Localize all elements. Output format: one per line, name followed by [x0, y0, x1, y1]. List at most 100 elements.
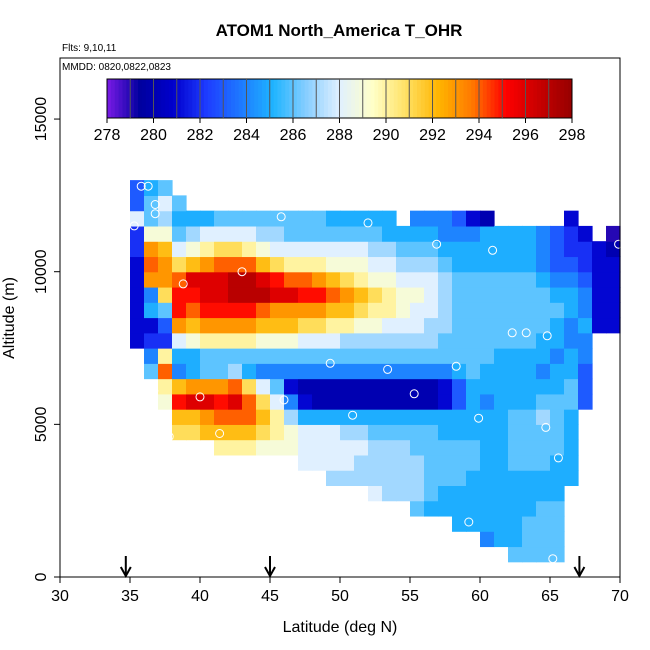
heatmap-cell [536, 256, 551, 273]
heatmap-cell [284, 363, 299, 380]
heatmap-cell [578, 378, 593, 395]
heatmap-cell [284, 210, 299, 227]
heatmap-cell [466, 317, 481, 334]
heatmap-cell [536, 531, 551, 548]
heatmap-cell [396, 485, 411, 502]
heatmap-cell [200, 332, 215, 349]
heatmap-cell [186, 332, 201, 349]
heatmap-cell [396, 470, 411, 487]
heatmap-cell [522, 500, 537, 517]
heatmap-cell [424, 485, 439, 502]
heatmap-cell [312, 393, 327, 410]
heatmap-cell [508, 454, 523, 471]
colorbar-segment [250, 79, 255, 118]
heatmap-cell [410, 470, 425, 487]
colorbar-segment [451, 79, 457, 118]
heatmap-cell [368, 454, 383, 471]
heatmap-cell [550, 439, 565, 456]
heatmap-cell [368, 302, 383, 319]
colorbar-segment [428, 79, 434, 118]
sample-marker [542, 331, 552, 341]
heatmap-cell [564, 409, 579, 425]
heatmap-cell [606, 225, 621, 242]
heatmap-cell [172, 302, 187, 319]
heatmap-cell [536, 546, 551, 563]
heatmap-cell [228, 363, 243, 380]
x-axis: 30 35 40 45 50 55 60 65 70 [51, 577, 629, 605]
heatmap-cell [410, 302, 425, 319]
heatmap-cell [438, 317, 453, 334]
heatmap-cell [312, 256, 327, 273]
heatmap-cell [494, 348, 509, 364]
heatmap-cell [494, 515, 509, 532]
heatmap-cell [144, 363, 159, 380]
heatmap-cell [130, 210, 145, 227]
heatmap-cell [326, 302, 341, 319]
colorbar-segment [331, 79, 337, 118]
heatmap-cell [396, 225, 411, 242]
heatmap-cell [186, 348, 201, 364]
heatmap-cell [270, 378, 285, 395]
heatmap-cell [382, 348, 397, 364]
heatmap-cell [200, 363, 215, 380]
heatmap-cell [550, 454, 565, 471]
heatmap-cell [172, 195, 187, 212]
heatmap-cell [550, 378, 565, 395]
sample-marker [178, 279, 188, 289]
heatmap-cell [158, 195, 173, 212]
colorbar-segment [358, 79, 364, 118]
colorbar-segment [203, 79, 209, 118]
sample-marker [276, 212, 286, 222]
heatmap-cell [578, 348, 593, 364]
heatmap-cell [480, 332, 495, 349]
heatmap-cell [368, 409, 383, 425]
heatmap-cell [144, 302, 159, 319]
heatmap-cell [354, 409, 369, 425]
colorbar-segment [192, 79, 197, 118]
heatmap-cell [186, 225, 201, 242]
heatmap-cell [298, 256, 313, 273]
heatmap-cell [466, 424, 481, 441]
heatmap-cell [438, 393, 453, 410]
heatmap-cell [564, 454, 579, 471]
colorbar-segment [413, 79, 418, 118]
heatmap-cell [424, 454, 439, 471]
heatmap-cell [522, 286, 537, 303]
heatmap-cell [340, 332, 355, 349]
heatmap-cell [130, 317, 145, 334]
heatmap-cell [410, 424, 425, 441]
heatmap-cell [466, 348, 481, 364]
arrow-head [573, 566, 586, 579]
heatmap-cell [214, 348, 229, 364]
heatmap-cell [438, 424, 453, 441]
heatmap-cell [410, 286, 425, 303]
heatmap-cell [480, 363, 495, 380]
heatmap-cell [494, 286, 509, 303]
heatmap-cell [536, 424, 551, 441]
heatmap-cell [186, 241, 201, 258]
heatmap-cell [130, 332, 145, 349]
colorbar-segment [320, 79, 325, 118]
heatmap-cell [130, 302, 145, 319]
colorbar-tick-label: 294 [466, 127, 493, 144]
sample-marker [541, 422, 551, 432]
heatmap-cell [256, 363, 271, 380]
heatmap-cell [410, 241, 425, 258]
heatmap-cell [424, 286, 439, 303]
heatmap-cell [480, 393, 495, 410]
heatmap-cell [592, 302, 607, 319]
heatmap-cell [438, 225, 453, 242]
heatmap-cell [242, 363, 257, 380]
colorbar-segment [417, 79, 422, 118]
heatmap-cell [368, 485, 383, 502]
heatmap-cell [578, 271, 593, 288]
heatmap-cell [550, 302, 565, 319]
sample-marker [150, 209, 160, 219]
heatmap-cell [466, 515, 481, 532]
sample-marker [464, 517, 474, 527]
heatmap-cell [284, 225, 299, 242]
heatmap-cell [158, 393, 173, 410]
colorbar-segment [327, 79, 333, 118]
heatmap-cell [354, 348, 369, 364]
colorbar-segment [188, 79, 193, 118]
